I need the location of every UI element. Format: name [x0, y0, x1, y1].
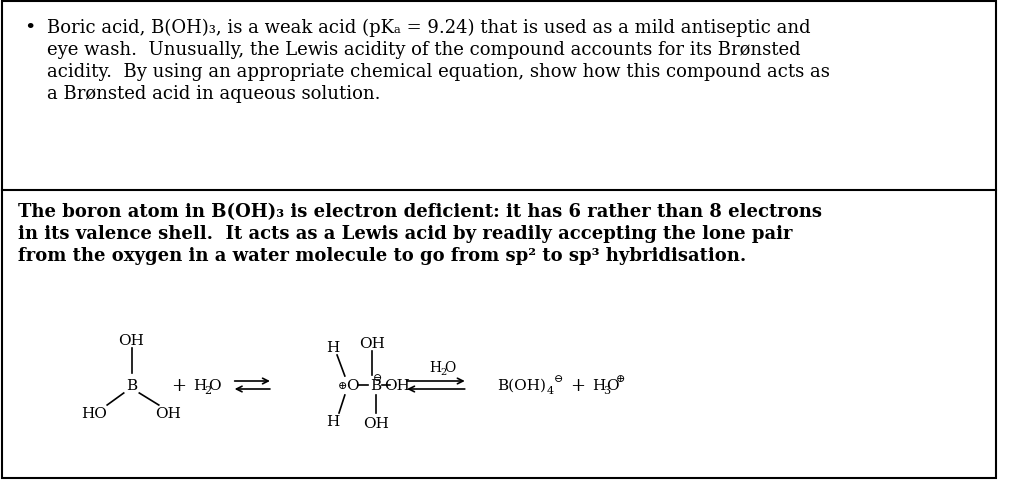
Text: B(OH): B(OH) [497, 378, 546, 392]
Text: a Brønsted acid in aqueous solution.: a Brønsted acid in aqueous solution. [47, 85, 380, 103]
Text: 4: 4 [547, 385, 554, 395]
Text: HO: HO [82, 406, 108, 420]
Text: 2: 2 [440, 368, 446, 377]
Text: O: O [606, 378, 620, 392]
Text: eye wash.  Unusually, the Lewis acidity of the compound accounts for its Brønste: eye wash. Unusually, the Lewis acidity o… [47, 41, 801, 59]
Text: B: B [371, 378, 382, 392]
Text: ⊖: ⊖ [554, 373, 563, 383]
Text: H: H [327, 340, 340, 354]
Text: +: + [570, 376, 585, 394]
Text: ⊕: ⊕ [615, 373, 626, 383]
Text: OH: OH [119, 333, 144, 347]
Text: from the oxygen in a water molecule to go from sp² to sp³ hybridisation.: from the oxygen in a water molecule to g… [17, 247, 745, 264]
Text: OH: OH [359, 336, 385, 350]
Text: H: H [593, 378, 606, 392]
Text: H: H [327, 414, 340, 428]
Text: H: H [429, 360, 441, 374]
Text: ⊕: ⊕ [338, 380, 347, 390]
Text: in its valence shell.  It acts as a Lewis acid by readily accepting the lone pai: in its valence shell. It acts as a Lewis… [17, 225, 792, 242]
Text: H: H [194, 378, 206, 392]
Text: 2: 2 [204, 385, 211, 395]
Text: OH: OH [156, 406, 181, 420]
Text: The boron atom in B(OH)₃ is electron deficient: it has 6 rather than 8 electrons: The boron atom in B(OH)₃ is electron def… [17, 203, 821, 220]
Text: ⊖: ⊖ [374, 372, 383, 382]
Text: O: O [208, 378, 220, 392]
Text: Boric acid, B(OH)₃, is a weak acid (pKₐ = 9.24) that is used as a mild antisepti: Boric acid, B(OH)₃, is a weak acid (pKₐ … [47, 19, 810, 37]
Text: acidity.  By using an appropriate chemical equation, show how this compound acts: acidity. By using an appropriate chemica… [47, 63, 829, 81]
Text: +: + [171, 376, 185, 394]
Text: 3: 3 [603, 385, 610, 395]
Text: O: O [346, 378, 359, 392]
Text: •: • [25, 19, 36, 37]
Text: B: B [126, 378, 137, 392]
Text: O: O [444, 360, 456, 374]
FancyBboxPatch shape [2, 2, 995, 478]
Text: OH: OH [385, 378, 411, 392]
Text: OH: OH [364, 416, 389, 430]
